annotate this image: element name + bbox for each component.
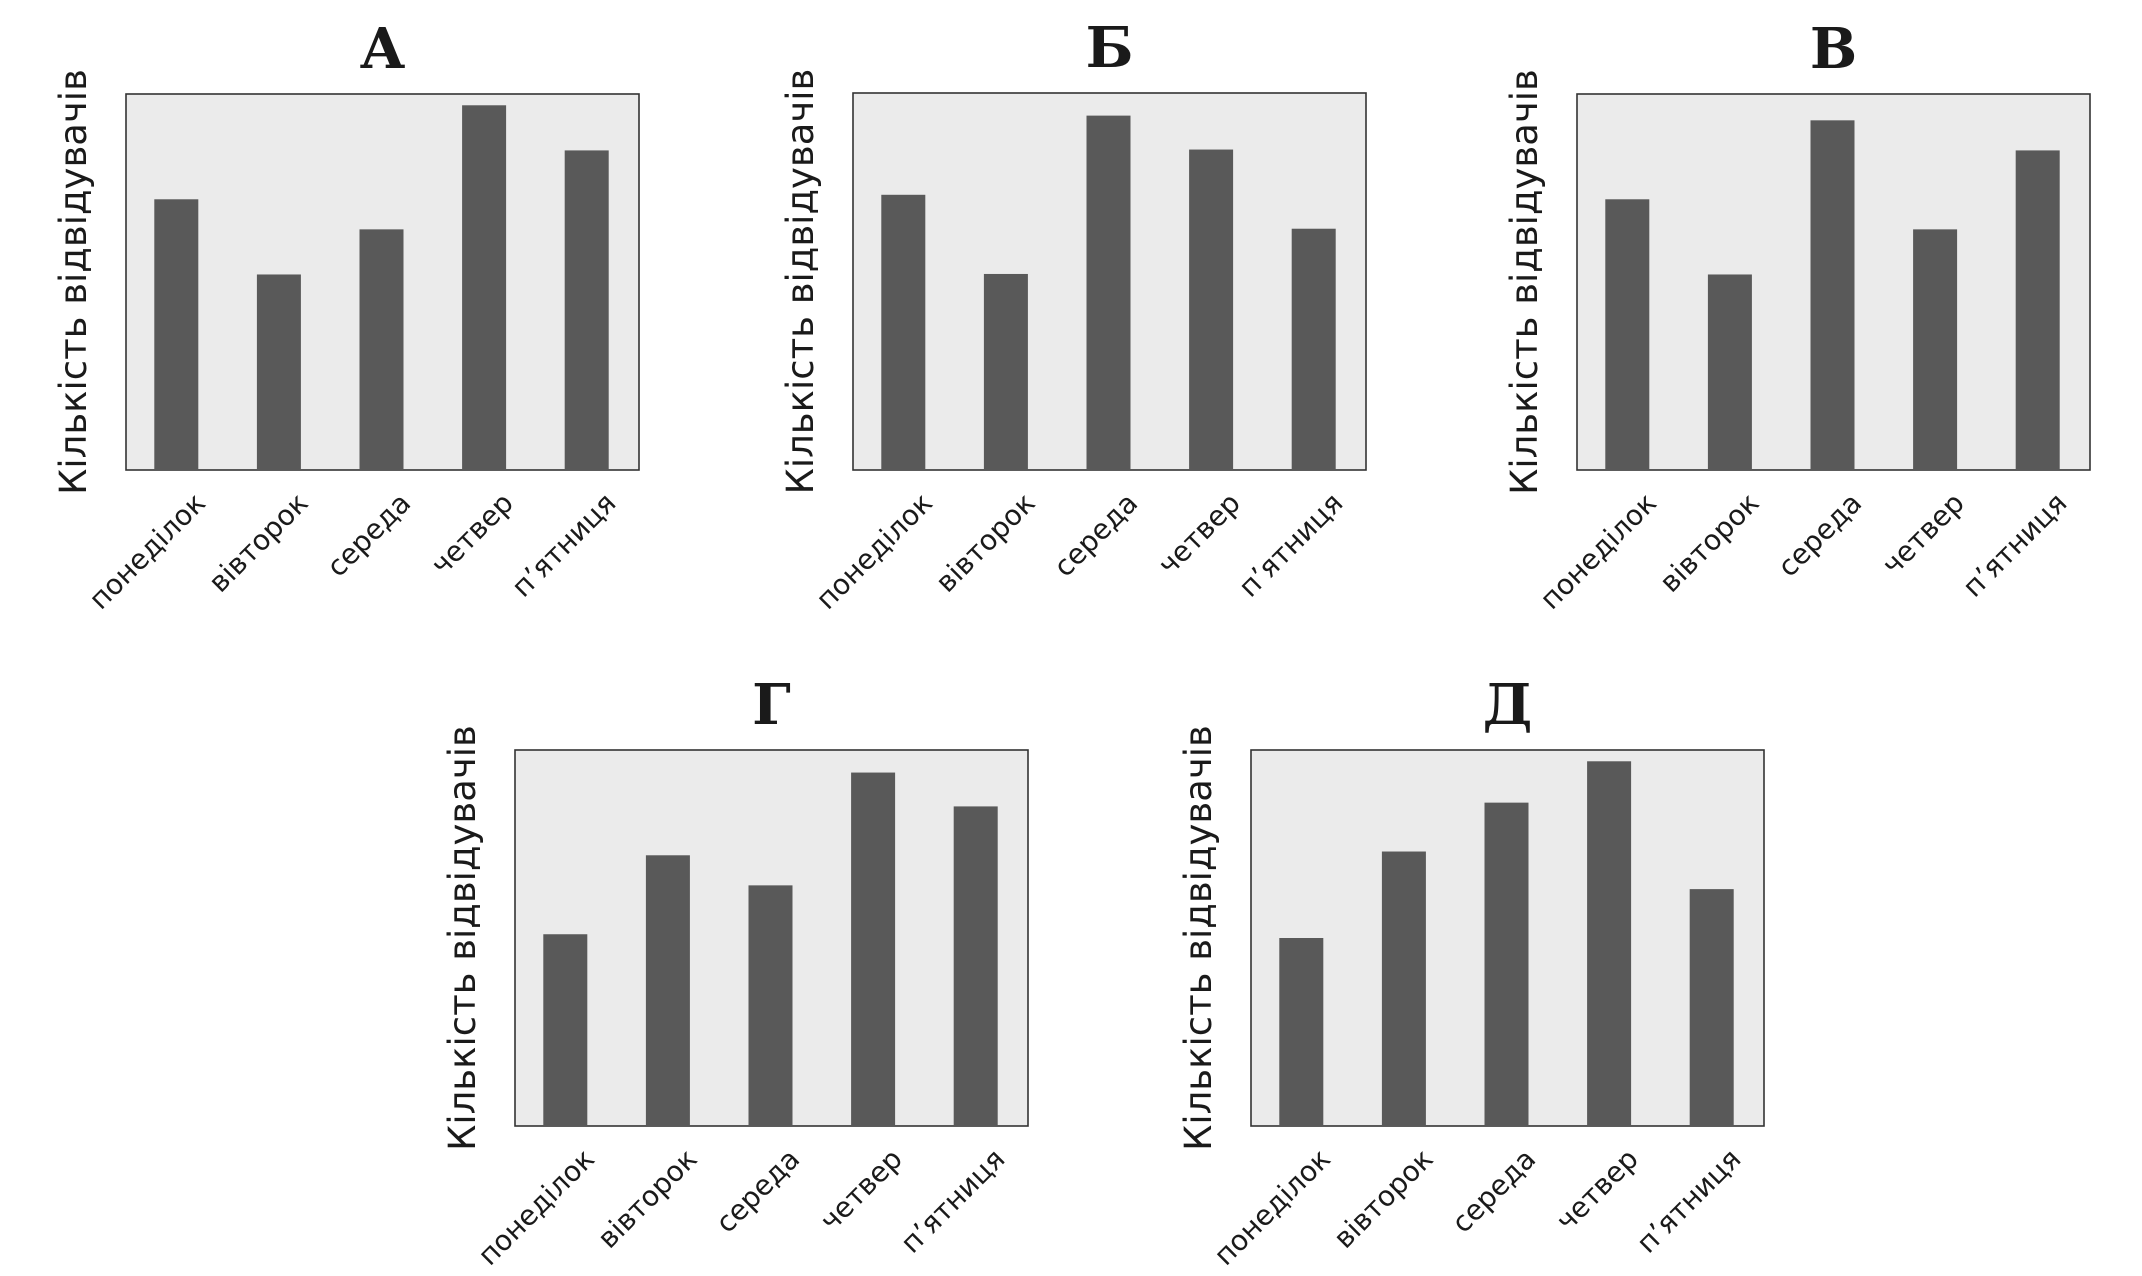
bar-3	[1484, 802, 1529, 1126]
x-tick-label: середа	[709, 1142, 806, 1239]
chart-5: Д Кількість відвідувачівпонеділоквівторок…	[1177, 672, 1765, 1272]
bar-3	[359, 229, 404, 470]
y-axis-label: Кількість відвідувачів	[441, 725, 484, 1151]
x-tick-label: вівторок	[1653, 486, 1765, 598]
bar-1	[1605, 199, 1650, 470]
x-tick-label: середа	[1047, 486, 1144, 583]
x-tick-label: вівторок	[591, 1142, 703, 1254]
bar-3	[1086, 115, 1131, 471]
chart-3: В Кількість відвідувачівпонеділоквівторок…	[1503, 16, 2091, 616]
bar-2	[1707, 274, 1752, 470]
chart-4: Г Кількість відвідувачівпонеділоквівторок…	[441, 672, 1029, 1272]
bar-1	[154, 199, 199, 470]
bar-2	[983, 273, 1028, 470]
chart-title: Д	[1483, 672, 1533, 738]
x-tick-label: середа	[320, 486, 417, 583]
chart-title: Г	[752, 672, 791, 738]
bar-1	[881, 194, 926, 471]
x-tick-label: середа	[1445, 1142, 1542, 1239]
y-axis-label: Кількість відвідувачів	[779, 69, 822, 495]
chart-title: Б	[1086, 15, 1134, 81]
x-tick-label: понеділок	[810, 486, 939, 615]
x-tick-label: четвер	[425, 486, 520, 581]
chart-title: В	[1810, 16, 1857, 82]
bar-4	[462, 105, 507, 470]
x-tick-label: п’ятниця	[894, 1142, 1011, 1259]
x-tick-label: вівторок	[202, 486, 314, 598]
x-tick-label: п’ятниця	[1232, 486, 1349, 603]
bar-5	[564, 150, 609, 470]
bar-1	[543, 934, 588, 1126]
chart-1: А Кількість відвідувачівпонеділоквівторок…	[52, 16, 640, 616]
x-tick-label: четвер	[1152, 486, 1247, 581]
x-tick-label: вівторок	[929, 486, 1041, 598]
bar-4	[1189, 149, 1234, 471]
bar-5	[2015, 150, 2060, 470]
bar-2	[1381, 851, 1426, 1126]
bar-3	[748, 885, 793, 1126]
x-tick-label: четвер	[1550, 1142, 1645, 1237]
bar-1	[1279, 938, 1324, 1126]
bar-5	[953, 806, 998, 1126]
y-axis-label: Кількість відвідувачів	[1177, 725, 1220, 1151]
bar-5	[1291, 228, 1336, 470]
x-tick-label: понеділок	[83, 486, 212, 615]
x-tick-label: п’ятниця	[505, 486, 622, 603]
y-axis-label: Кількість відвідувачів	[1503, 69, 1546, 495]
x-tick-label: четвер	[814, 1142, 909, 1237]
bar-4	[1587, 761, 1632, 1126]
bar-2	[256, 274, 301, 470]
bar-4	[1913, 229, 1958, 470]
bar-5	[1689, 889, 1734, 1126]
x-tick-label: вівторок	[1327, 1142, 1439, 1254]
x-tick-label: п’ятниця	[1956, 486, 2073, 603]
chart-2: Б Кількість відвідувачівпонеділоквівторок…	[779, 15, 1367, 616]
x-tick-label: понеділок	[1534, 486, 1663, 615]
x-tick-label: понеділок	[472, 1142, 601, 1271]
bar-3	[1810, 120, 1855, 470]
chart-title: А	[360, 16, 406, 82]
bar-2	[645, 855, 690, 1126]
x-tick-label: четвер	[1876, 486, 1971, 581]
x-tick-label: п’ятниця	[1630, 1142, 1747, 1259]
x-tick-label: середа	[1771, 486, 1868, 583]
x-tick-label: понеділок	[1208, 1142, 1337, 1271]
y-axis-label: Кількість відвідувачів	[52, 69, 95, 495]
bar-4	[851, 772, 896, 1126]
